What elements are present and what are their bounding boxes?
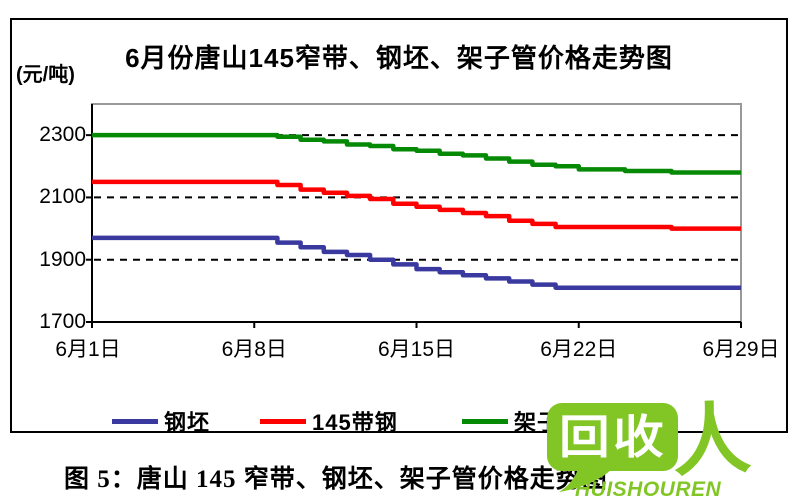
x-axis-label-4: 6月22日 [540,338,618,361]
x-axis-label-2: 6月8日 [221,338,287,361]
x-axis-label-5: 6月29日 [702,338,780,361]
legend-line-sample [462,418,508,424]
legend-line-sample [260,418,306,424]
x-axis-label-1: 6月1日 [55,338,121,361]
figure-caption: 图 5：唐山 145 窄带、钢坯、架子管价格走势图 [64,466,608,493]
series-line-145带钢 [91,179,741,231]
chart-title: 6月份唐山145窄带、钢坯、架子管价格走势图 [125,43,673,73]
y-axis-label-1700: 1700 [39,310,86,333]
y-axis-unit-label: (元/吨) [16,64,75,86]
series-line-钢坯 [91,235,741,290]
legend-label: 架子管 [514,410,584,435]
legend-label: 钢坯 [164,410,211,435]
y-axis-label-2100: 2100 [39,185,86,209]
y-axis-label-2300: 2300 [39,123,86,147]
legend-label: 145带钢 [312,410,398,435]
legend-item-145带钢: 145带钢 [260,409,398,435]
legend-line-sample [112,418,158,424]
y-axis-label-1900: 1900 [39,247,86,271]
x-axis-label-3: 6月15日 [377,338,456,361]
legend-item-架子管: 架子管 [462,409,583,435]
series-line-架子管 [91,132,741,175]
legend-item-钢坯: 钢坯 [112,409,210,435]
